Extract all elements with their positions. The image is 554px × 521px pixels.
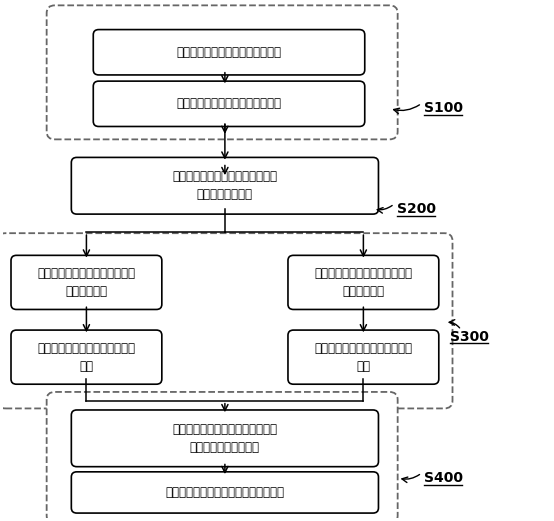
Text: 基于关联度确定待评分图片的评分结果: 基于关联度确定待评分图片的评分结果 — [166, 486, 284, 499]
Text: 获得前景区域图像的第一深度图
信息: 获得前景区域图像的第一深度图 信息 — [38, 342, 135, 373]
FancyBboxPatch shape — [71, 157, 378, 214]
FancyBboxPatch shape — [71, 472, 378, 513]
FancyBboxPatch shape — [11, 330, 162, 384]
FancyBboxPatch shape — [93, 30, 365, 75]
FancyBboxPatch shape — [288, 255, 439, 309]
FancyBboxPatch shape — [47, 392, 398, 521]
FancyBboxPatch shape — [93, 81, 365, 127]
Text: 通过光场相机拍摄得到待评分图片: 通过光场相机拍摄得到待评分图片 — [177, 46, 281, 59]
Text: S300: S300 — [450, 330, 489, 344]
Text: S200: S200 — [397, 202, 435, 216]
FancyBboxPatch shape — [0, 233, 453, 408]
Text: 获得背景区域图像的第二深度图
信息: 获得背景区域图像的第二深度图 信息 — [314, 342, 412, 373]
Text: 确定背景区域图像包含的第二数
量的分块信息: 确定背景区域图像包含的第二数 量的分块信息 — [314, 267, 412, 298]
Text: S400: S400 — [424, 471, 463, 485]
FancyBboxPatch shape — [288, 330, 439, 384]
Text: 确定前景区域图像包含的第一数
量的分块信息: 确定前景区域图像包含的第一数 量的分块信息 — [38, 267, 135, 298]
Text: S100: S100 — [424, 101, 463, 115]
FancyBboxPatch shape — [47, 5, 398, 140]
Text: 确定所述待评分图片的前景区域图
像与背景区域图像: 确定所述待评分图片的前景区域图 像与背景区域图像 — [172, 170, 278, 201]
Text: 计算第一深度图特征向量与第二深
度图特征向量的关联度: 计算第一深度图特征向量与第二深 度图特征向量的关联度 — [172, 423, 278, 454]
FancyBboxPatch shape — [11, 255, 162, 309]
Text: 生成待评分图片对应的深度图信息: 生成待评分图片对应的深度图信息 — [177, 97, 281, 110]
FancyBboxPatch shape — [71, 410, 378, 467]
